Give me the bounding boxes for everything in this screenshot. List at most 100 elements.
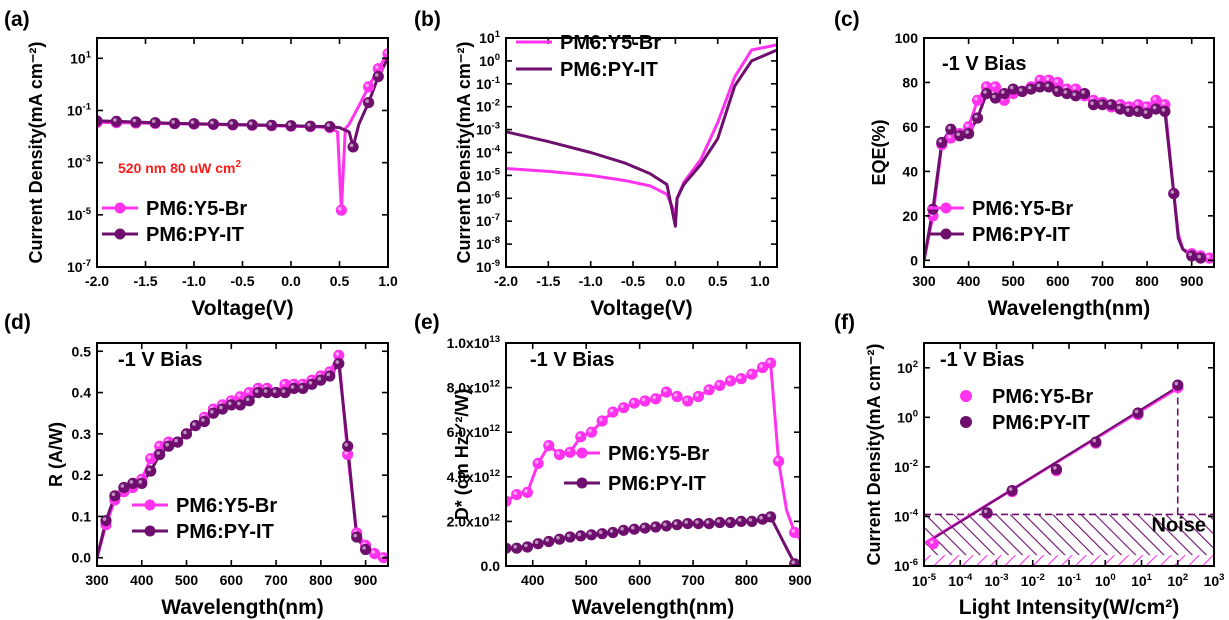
data-point: [207, 118, 219, 130]
data-point-highlight: [1092, 438, 1097, 443]
y-tick-label: 102: [897, 359, 918, 376]
data-point-highlight: [513, 491, 517, 495]
data-point-highlight: [248, 121, 253, 126]
data-point-highlight: [290, 385, 295, 389]
data-point: [324, 121, 336, 133]
data-point-highlight: [716, 382, 721, 386]
data-point-highlight: [588, 531, 592, 536]
data-point: [735, 373, 747, 385]
legend-marker: [144, 499, 156, 511]
data-point: [936, 136, 948, 149]
data-point-highlight: [641, 397, 646, 402]
data-point-highlight: [1072, 92, 1076, 97]
data-point-highlight: [684, 520, 688, 524]
y-tick-label: 40: [902, 163, 918, 179]
data-point-highlight: [791, 529, 795, 533]
data-point-highlight: [272, 389, 277, 393]
plot-frame: [923, 37, 1215, 268]
x-tick-label: -2.0: [85, 273, 109, 289]
data-point: [628, 523, 640, 535]
data-point: [188, 118, 200, 130]
x-tick-label: 0.5: [330, 273, 350, 289]
data-point: [789, 558, 800, 566]
data-point: [543, 535, 555, 548]
data-point-highlight: [120, 484, 125, 488]
x-tick-label: 700: [681, 572, 705, 588]
y-tick-label: 100: [895, 30, 919, 46]
data-point: [351, 531, 363, 543]
data-point-highlight: [307, 122, 311, 127]
data-point-highlight: [1152, 97, 1157, 101]
bias-annotation: -1 V Bias: [118, 349, 202, 371]
data-point: [703, 517, 715, 530]
y-tick-label: 101: [479, 29, 501, 46]
legend-label: PM6:Y5-Br: [992, 386, 1093, 408]
x-tick-label: 600: [220, 572, 244, 588]
data-point: [746, 368, 758, 380]
y-tick-label: 100: [897, 408, 918, 425]
data-point-highlight: [365, 99, 369, 103]
data-point-highlight: [556, 451, 560, 455]
data-point-highlight: [673, 393, 678, 397]
legend-marker: [114, 228, 126, 240]
data-point-highlight: [1054, 88, 1059, 92]
data-point: [617, 402, 630, 414]
series-group: [924, 379, 1184, 550]
data-point: [989, 81, 1002, 93]
data-point-highlight: [362, 546, 366, 550]
data-point: [639, 395, 651, 407]
data-point-highlight: [663, 388, 667, 393]
data-point: [564, 531, 576, 543]
data-point-highlight: [1108, 101, 1112, 105]
y-tick-label: 0.5: [72, 343, 92, 359]
x-tick-label: 0.0: [281, 273, 301, 289]
data-point-highlight: [775, 457, 779, 462]
data-point-highlight: [737, 518, 742, 522]
data-point-highlight: [201, 418, 205, 422]
x-tick-label: 500: [1002, 273, 1026, 289]
data-point-highlight: [210, 409, 214, 414]
x-tick-label: 102: [1167, 572, 1188, 589]
data-point-highlight: [588, 428, 592, 433]
data-point-highlight: [1090, 101, 1094, 105]
data-point: [772, 455, 785, 467]
series-group: [97, 48, 388, 216]
data-point-highlight: [956, 132, 960, 137]
x-tick-label: -1.5: [133, 273, 157, 289]
y-tick-label: 8.0x1012: [447, 379, 500, 396]
data-point-highlight: [1072, 85, 1076, 90]
data-point-highlight: [229, 121, 234, 125]
data-point-highlight: [156, 442, 160, 447]
panel-3: (c) 300 400 500 600 700 800 900 0 20 40 60 80 100 Wave…: [834, 8, 1215, 320]
data-point-highlight: [652, 523, 656, 528]
series-group: [506, 357, 800, 566]
data-point-highlight: [1143, 110, 1148, 114]
data-point-highlight: [513, 544, 517, 549]
data-point-highlight: [965, 130, 969, 134]
data-point-highlight: [132, 118, 137, 123]
y-tick-label: 10-3: [67, 154, 91, 171]
data-point-highlight: [129, 480, 134, 484]
data-point: [362, 97, 375, 109]
data-point: [521, 486, 534, 498]
data-point-highlight: [165, 442, 169, 447]
panel-5: (e) 400 500 600 700 800 900 0.0 2.0x1012 4.0x1012…: [414, 311, 812, 619]
data-point: [735, 515, 747, 528]
data-point: [130, 116, 142, 128]
data-point: [1132, 407, 1144, 419]
x-axis-label: Wavelength(nm): [988, 297, 1151, 320]
data-point: [1079, 88, 1091, 100]
y-tick-label: 0.3: [72, 426, 92, 442]
legend-label: PM6:Y5-Br: [146, 198, 247, 220]
x-tick-label: 1.0: [750, 273, 770, 289]
data-point-highlight: [138, 480, 143, 484]
data-point-highlight: [1143, 103, 1148, 108]
data-point: [246, 119, 258, 131]
x-tick-label: 10-1: [1057, 572, 1082, 589]
y-tick-label: 10-2: [894, 458, 918, 475]
legend-label: PM6:PY-IT: [992, 412, 1090, 434]
data-point-highlight: [727, 519, 731, 523]
y-tick-label: 10-6: [476, 189, 500, 206]
data-point-highlight: [245, 389, 250, 393]
data-point-highlight: [1174, 381, 1179, 386]
